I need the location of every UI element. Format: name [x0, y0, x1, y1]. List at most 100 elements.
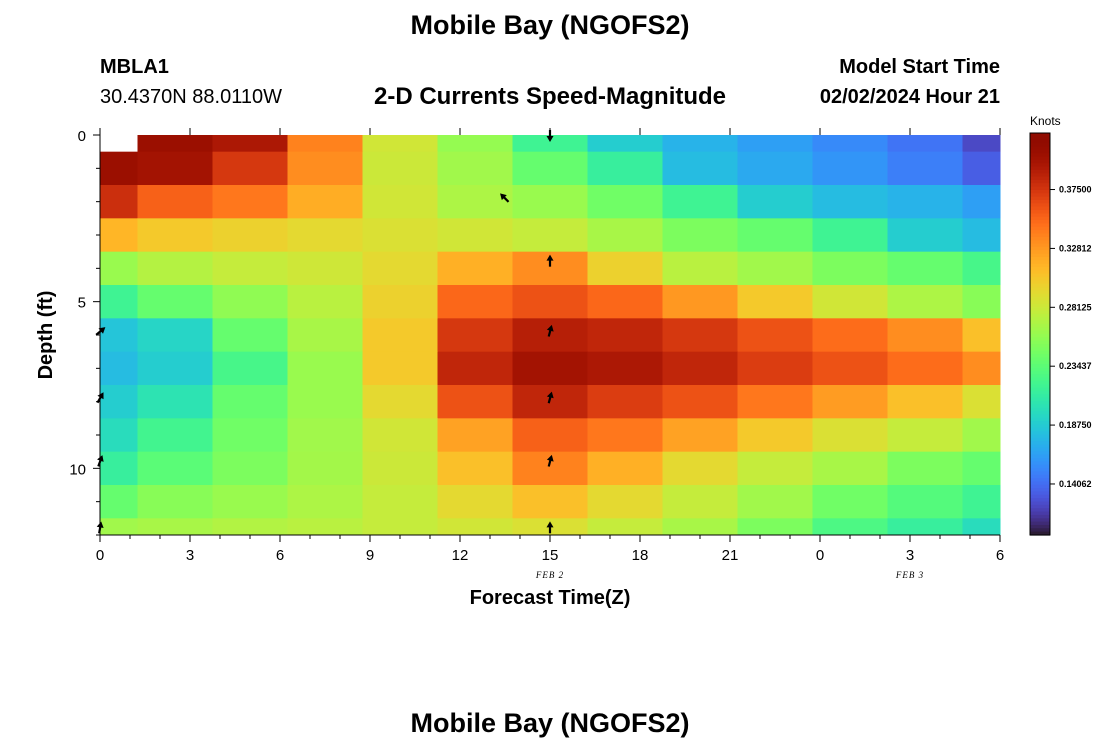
heatmap-cell — [437, 285, 513, 319]
x-tick-label: 0 — [816, 547, 824, 564]
colorbar-segment — [1030, 401, 1050, 405]
heatmap-cell — [962, 418, 1001, 453]
colorbar-segment — [1030, 464, 1050, 469]
colorbar-segment — [1030, 153, 1050, 158]
heatmap-cell — [100, 451, 138, 486]
heatmap-cell — [887, 135, 963, 153]
heatmap-cell — [137, 351, 213, 386]
colorbar-segment — [1030, 421, 1050, 426]
colorbar-segment — [1030, 143, 1050, 147]
bottom-title: Mobile Bay (NGOFS2) — [410, 708, 690, 738]
colorbar-tick-label: 0.23437 — [1059, 361, 1092, 371]
heatmap-cell — [812, 135, 888, 153]
heatmap-cell — [962, 185, 1001, 219]
colorbar-segment — [1030, 139, 1050, 144]
heatmap-cell — [137, 318, 213, 353]
heatmap-cell — [887, 351, 963, 386]
colorbar-segment — [1030, 521, 1050, 526]
heatmap-cell — [137, 518, 213, 536]
heatmap-cell — [812, 251, 888, 286]
colorbar-segment — [1030, 303, 1050, 308]
heatmap-cell — [212, 218, 288, 253]
heatmap-cell — [100, 351, 138, 386]
colorbar-segment — [1030, 451, 1050, 456]
heatmap-cell — [137, 185, 213, 219]
colorbar-segment — [1030, 163, 1050, 168]
heatmap-cell — [437, 518, 513, 536]
colorbar-segment — [1030, 256, 1050, 261]
colorbar-segment — [1030, 146, 1050, 151]
x-tick-label: 12 — [452, 547, 469, 564]
colorbar-segment — [1030, 223, 1050, 228]
colorbar-segment — [1030, 501, 1050, 506]
heatmap-cell — [812, 518, 888, 536]
heatmap-cell — [887, 218, 963, 253]
colorbar-segment — [1030, 454, 1050, 459]
heatmap-cell — [587, 418, 663, 453]
heatmap-cell — [287, 135, 363, 153]
colorbar-segment — [1030, 330, 1050, 335]
colorbar-segment — [1030, 277, 1050, 281]
heatmap-cell — [212, 451, 288, 486]
colorbar-segment — [1030, 280, 1050, 285]
colorbar-segment — [1030, 387, 1050, 392]
heatmap-cell — [212, 151, 288, 186]
heatmap-cell — [362, 451, 438, 486]
colorbar-segment — [1030, 390, 1050, 395]
colorbar-segment — [1030, 133, 1050, 137]
colorbar-segment — [1030, 508, 1050, 513]
heatmap-cell — [137, 151, 213, 186]
heatmap-cell — [287, 418, 363, 453]
current-arrow — [500, 193, 510, 203]
heatmap-cell — [137, 251, 213, 286]
heatmap-cell — [100, 218, 138, 253]
heatmap-cell — [212, 418, 288, 453]
y-axis-title: Depth (ft) — [35, 291, 57, 380]
heatmap-cell — [587, 318, 663, 353]
model-start-value: 02/02/2024 Hour 21 — [819, 86, 1000, 108]
heatmap-cell — [887, 318, 963, 353]
colorbar-frame — [1029, 132, 1051, 536]
heatmap-cell — [437, 351, 513, 386]
top-title: Mobile Bay (NGOFS2) — [410, 10, 690, 40]
heatmap-cell — [737, 318, 813, 353]
colorbar-segment — [1030, 317, 1050, 322]
heatmap-cell — [737, 285, 813, 319]
colorbar-segment — [1030, 447, 1050, 452]
colorbar-segment — [1030, 206, 1050, 211]
colorbar-segment — [1030, 360, 1050, 365]
colorbar-segment — [1030, 297, 1050, 302]
colorbar-segment — [1030, 240, 1050, 245]
heatmap-cell — [887, 185, 963, 219]
heatmap-cell — [512, 185, 588, 219]
heatmap-cell — [287, 518, 363, 536]
colorbar-segment — [1030, 364, 1050, 369]
colorbar-segment — [1030, 320, 1050, 325]
heatmap-cell — [212, 251, 288, 286]
heatmap-cell — [662, 285, 738, 319]
heatmap-cell — [737, 185, 813, 219]
colorbar-segment — [1030, 444, 1050, 449]
colorbar-segment — [1030, 491, 1050, 496]
colorbar-segment — [1030, 267, 1050, 271]
colorbar-segment — [1030, 183, 1050, 188]
colorbar-segment — [1030, 441, 1050, 446]
colorbar-segment — [1030, 414, 1050, 419]
heatmap-cell — [362, 285, 438, 319]
heatmap-cell — [212, 285, 288, 319]
colorbar-tick-label: 0.37500 — [1059, 185, 1092, 195]
colorbar-segment — [1030, 310, 1050, 315]
colorbar-segment — [1030, 350, 1050, 355]
y-tick-label: 10 — [69, 461, 86, 478]
x-axis-title: Forecast Time(Z) — [470, 587, 631, 609]
heatmap-cell — [287, 218, 363, 253]
colorbar-segment — [1030, 524, 1050, 529]
colorbar-segment — [1030, 159, 1050, 164]
heatmap-cell — [962, 135, 1001, 153]
colorbar-segment — [1030, 189, 1050, 194]
heatmap-cell — [287, 251, 363, 286]
colorbar-tick-label: 0.28125 — [1059, 302, 1092, 312]
colorbar-segment — [1030, 283, 1050, 288]
heatmap-cell — [887, 285, 963, 319]
current-arrow — [546, 521, 554, 534]
